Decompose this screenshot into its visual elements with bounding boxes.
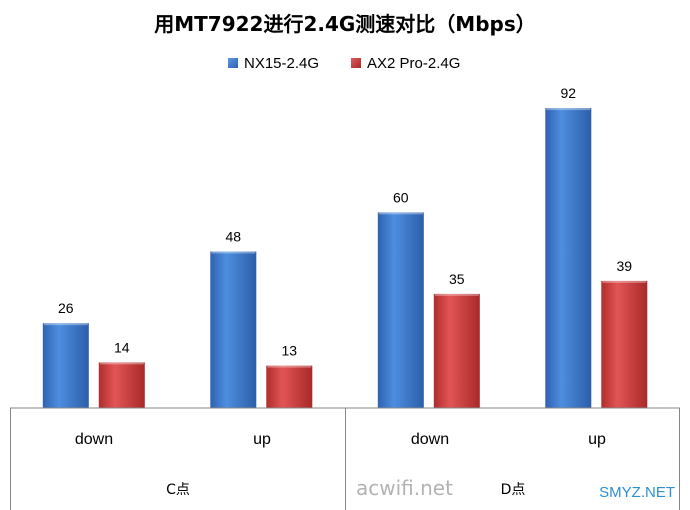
category-label-d-down: down [411, 431, 449, 448]
legend-swatch-ax2pro [351, 58, 361, 68]
value-label-ax2pro-d-down: 35 [449, 271, 465, 287]
bar-highlight-nx15-d-down [378, 212, 423, 215]
watermark-acwifi: acwifi.net [356, 476, 453, 500]
chart-title: 用MT7922进行2.4G测速对比（Mbps） [154, 12, 536, 36]
bar-nx15-c-up [210, 251, 257, 408]
value-labels-layer: 26 14 48 13 60 35 92 39 [58, 85, 632, 359]
value-label-ax2pro-c-up: 13 [282, 343, 298, 359]
bar-ax2pro-d-up [601, 280, 648, 408]
group-label-c: C点 [166, 482, 190, 498]
watermark-smyz: SMYZ.NET [599, 484, 675, 501]
value-label-nx15-d-up: 92 [561, 85, 577, 101]
bar-highlight-nx15-c-down [43, 323, 88, 326]
value-label-ax2pro-c-down: 14 [114, 339, 130, 355]
bars-layer [42, 108, 648, 408]
category-label-c-up: up [253, 431, 271, 448]
legend-swatch-nx15 [228, 58, 238, 68]
bar-nx15-d-down [377, 212, 424, 408]
bar-highlight-ax2pro-d-down [434, 293, 479, 296]
bar-highlight-ax2pro-c-down [99, 362, 144, 365]
group-label-d: D点 [501, 482, 526, 498]
bar-ax2pro-c-up [266, 365, 313, 408]
legend-label-ax2pro: AX2 Pro-2.4G [367, 55, 460, 72]
bar-ax2pro-c-down [98, 362, 145, 408]
category-label-d-up: up [588, 431, 606, 448]
bar-highlight-ax2pro-c-up [267, 365, 312, 368]
value-label-nx15-c-up: 48 [226, 229, 242, 245]
bar-highlight-nx15-c-up [211, 251, 256, 254]
value-label-nx15-c-down: 26 [58, 300, 74, 316]
bar-nx15-d-up [545, 108, 592, 408]
legend-label-nx15: NX15-2.4G [244, 55, 319, 72]
value-label-ax2pro-d-up: 39 [617, 258, 633, 274]
bar-highlight-ax2pro-d-up [602, 280, 647, 283]
category-axis: down up down up C点 D点 [10, 407, 680, 510]
legend: NX15-2.4G AX2 Pro-2.4G [228, 55, 460, 72]
bar-nx15-c-down [42, 323, 89, 408]
value-label-nx15-d-down: 60 [393, 189, 409, 205]
category-label-c-down: down [75, 431, 113, 448]
bar-highlight-nx15-d-up [546, 108, 591, 111]
bar-ax2pro-d-down [433, 293, 480, 408]
